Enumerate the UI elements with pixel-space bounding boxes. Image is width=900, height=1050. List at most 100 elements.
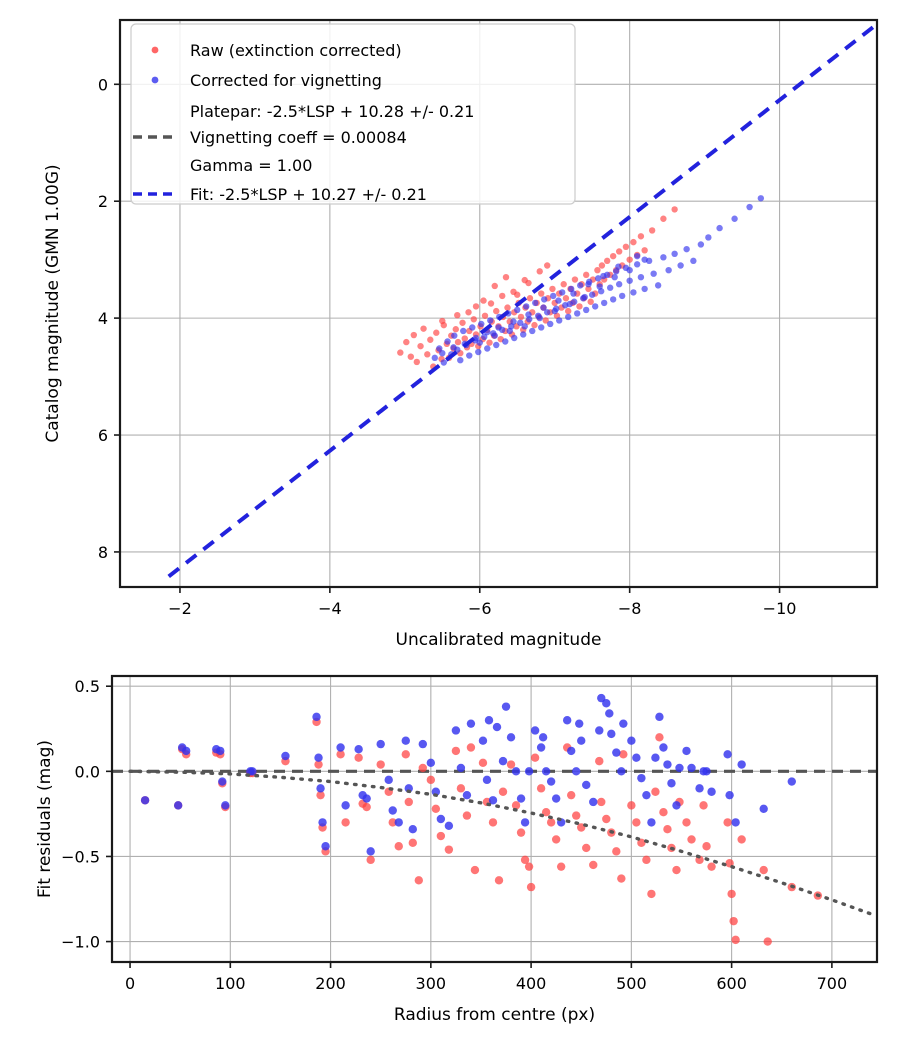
data-point: [575, 719, 584, 728]
magnitude-fit-line: [167, 22, 879, 579]
data-point: [587, 298, 594, 305]
data-point: [582, 780, 591, 790]
legend-entry: Gamma = 1.00: [190, 156, 312, 175]
data-point: [556, 317, 563, 324]
legend-entry: Corrected for vignetting: [151, 71, 382, 90]
data-point: [418, 763, 428, 773]
data-point: [630, 238, 637, 246]
data-point: [627, 736, 636, 745]
data-point: [181, 746, 191, 756]
data-point: [336, 750, 345, 759]
data-point: [366, 855, 375, 865]
data-point: [546, 777, 556, 786]
data-point: [595, 756, 604, 766]
data-point: [501, 702, 511, 711]
data-point: [589, 860, 598, 870]
magnitude-xaxis-label: Uncalibrated magnitude: [396, 630, 602, 650]
legend-entry: Fit: -2.5*LSP + 10.27 +/- 0.21: [133, 185, 427, 204]
data-point: [457, 357, 464, 364]
legend-entry-label: Platepar: -2.5*LSP + 10.28 +/- 0.21: [190, 102, 474, 121]
residuals-ytick-label: −1.0: [61, 933, 100, 952]
data-point: [511, 334, 518, 342]
data-point: [221, 801, 230, 810]
data-point: [567, 790, 576, 800]
data-point: [465, 309, 472, 316]
data-point: [600, 299, 608, 307]
data-point: [413, 358, 420, 366]
data-point: [697, 241, 705, 248]
data-point: [672, 801, 681, 810]
residuals-ytick-label: 0.5: [75, 677, 100, 696]
data-point: [596, 283, 603, 290]
data-point: [436, 814, 446, 824]
data-point: [520, 818, 530, 827]
data-point: [607, 729, 616, 739]
legend-entry-label: Gamma = 1.00: [190, 156, 312, 175]
residuals-ytick-label: −0.5: [61, 847, 100, 866]
data-point: [737, 835, 746, 844]
data-point: [408, 838, 417, 848]
data-point: [671, 250, 678, 258]
data-point: [641, 285, 648, 293]
data-point: [594, 266, 601, 274]
data-point: [687, 835, 696, 844]
data-point: [582, 271, 590, 279]
data-point: [538, 733, 548, 742]
magnitude-ytick-label: 0: [98, 75, 108, 94]
data-point: [499, 292, 506, 300]
data-point: [321, 842, 330, 851]
data-point: [510, 288, 517, 296]
data-point: [626, 256, 633, 263]
data-point: [598, 262, 606, 269]
data-point: [456, 784, 466, 793]
data-point: [462, 811, 472, 820]
residuals-yaxis-label: Fit residuals (mag): [35, 740, 55, 898]
data-point: [506, 760, 516, 769]
data-point: [544, 309, 551, 316]
data-point: [431, 804, 441, 813]
data-point: [530, 726, 540, 735]
data-point: [461, 335, 468, 342]
data-point: [376, 760, 385, 769]
residuals-plot-frame: [110, 674, 879, 964]
legend-entry-label: Vignetting coeff = 0.00084: [190, 128, 407, 147]
data-point: [565, 307, 572, 315]
data-point: [647, 889, 656, 899]
data-point: [401, 750, 410, 759]
data-point: [632, 818, 641, 827]
legend: Raw (extinction corrected) Corrected for …: [130, 23, 576, 205]
data-point: [478, 320, 485, 328]
residuals-xtick-label: 600: [716, 974, 747, 993]
data-point: [566, 300, 573, 308]
data-point: [551, 307, 558, 315]
data-point: [454, 311, 461, 319]
data-point: [729, 916, 738, 926]
data-point: [450, 344, 457, 351]
data-point: [707, 787, 716, 796]
data-point: [511, 767, 521, 776]
data-point: [632, 753, 641, 762]
data-point: [140, 796, 150, 805]
data-point: [354, 745, 363, 754]
data-point: [716, 224, 723, 232]
data-point: [731, 935, 740, 945]
data-point: [551, 794, 561, 803]
data-point: [431, 354, 438, 362]
data-point: [737, 760, 746, 769]
data-point: [663, 825, 672, 834]
data-point: [615, 263, 622, 270]
data-point: [600, 272, 607, 280]
data-point: [366, 847, 375, 856]
legend-entry-label: Corrected for vignetting: [190, 71, 382, 90]
data-point: [540, 304, 547, 311]
data-point: [567, 746, 576, 756]
data-point: [475, 348, 482, 356]
residuals-xtick-label: 0: [125, 974, 135, 993]
data-point: [665, 266, 672, 274]
data-point: [647, 818, 656, 827]
data-point: [452, 326, 459, 333]
data-point: [589, 797, 598, 807]
data-point: [491, 282, 498, 290]
data-point: [433, 329, 440, 336]
data-point: [588, 291, 596, 298]
